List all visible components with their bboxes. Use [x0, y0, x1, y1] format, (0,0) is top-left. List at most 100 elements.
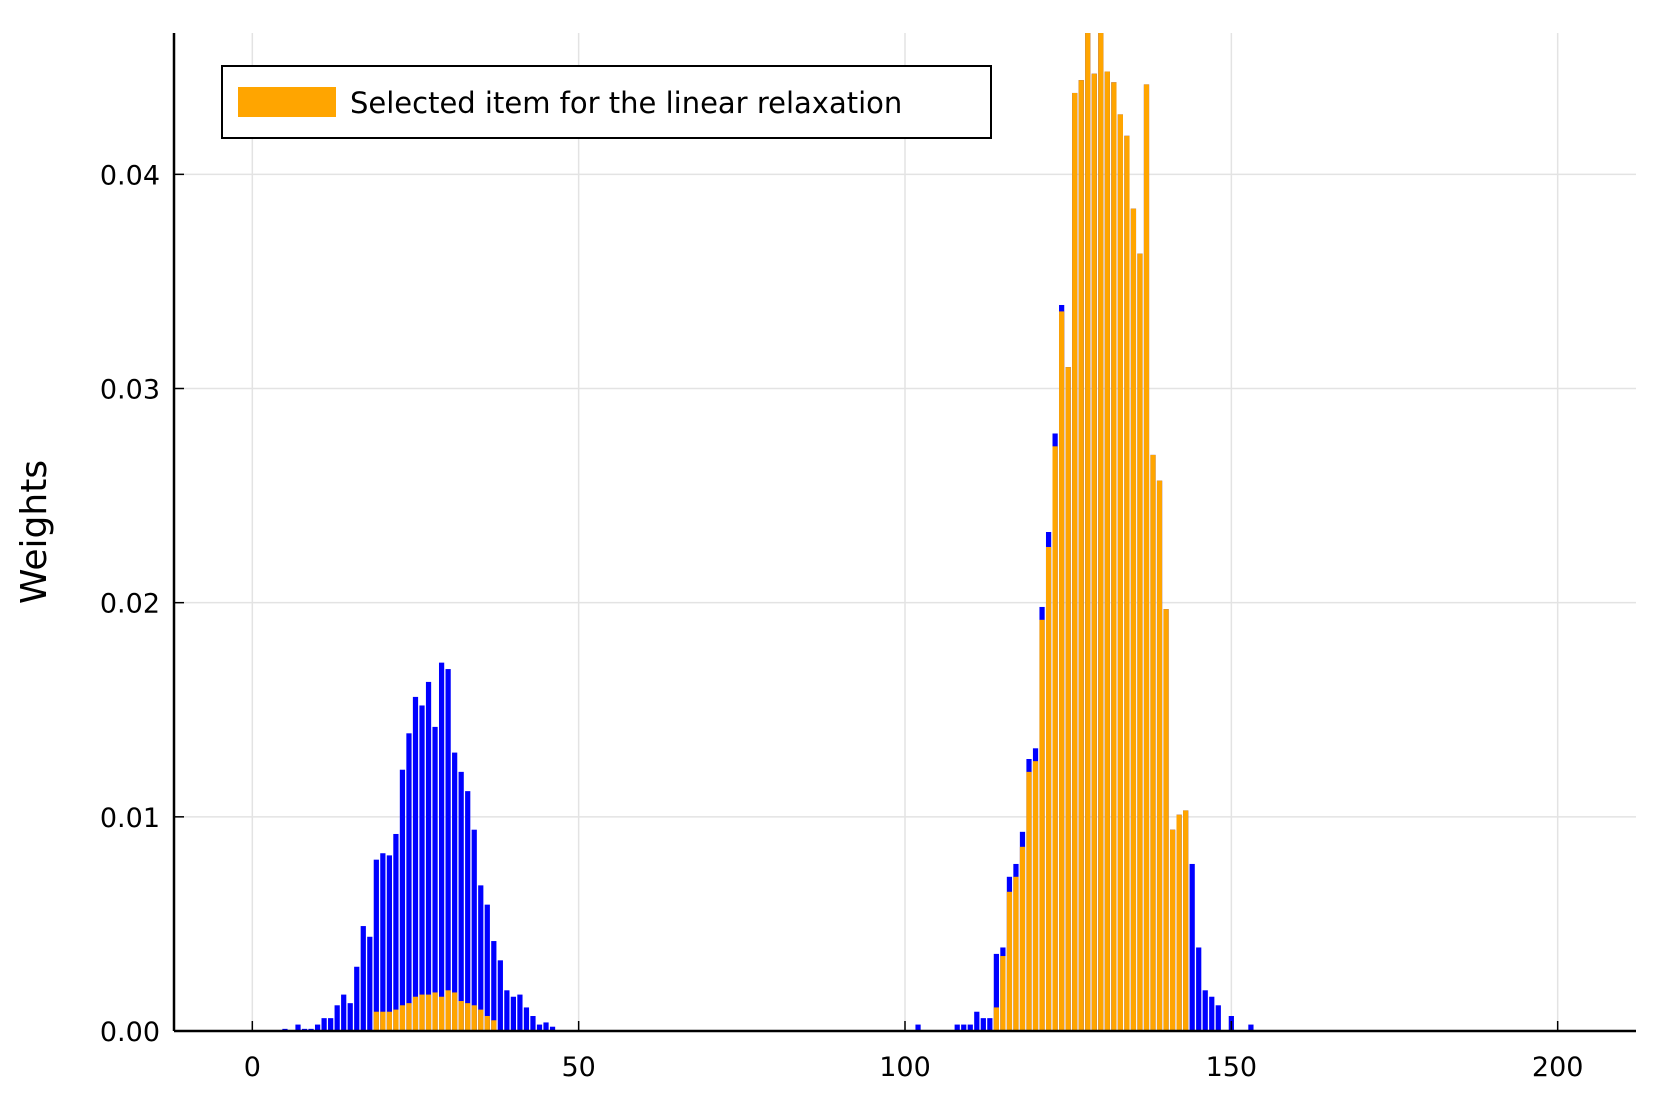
- bar-total: [393, 833, 399, 1031]
- bar-selected: [393, 1009, 399, 1031]
- bar-total: [536, 1024, 543, 1031]
- bar-total: [1248, 1024, 1254, 1031]
- bar-total: [432, 726, 438, 1031]
- x-tick-label: 100: [879, 1052, 931, 1083]
- bar-selected: [1019, 846, 1026, 1031]
- bar-selected: [406, 1003, 412, 1031]
- bar-selected: [1150, 454, 1156, 1032]
- bar-selected: [1143, 84, 1150, 1031]
- bar-selected: [1124, 135, 1130, 1031]
- bar-total: [406, 733, 412, 1031]
- bar-selected: [1059, 311, 1065, 1032]
- bar-selected: [419, 994, 425, 1031]
- bar-total: [530, 1016, 536, 1031]
- bar-total: [419, 705, 425, 1031]
- bar-total: [954, 1024, 960, 1031]
- bar-total: [478, 885, 484, 1031]
- bar-selected: [380, 1011, 386, 1031]
- bar-selected: [399, 1005, 406, 1031]
- bar-total: [1209, 996, 1215, 1031]
- bars-selected-series: [373, 33, 1189, 1032]
- bar-total: [510, 996, 517, 1031]
- bar-selected: [432, 992, 438, 1031]
- legend: Selected item for the linear relaxation: [221, 65, 992, 139]
- bar-selected: [1065, 367, 1071, 1031]
- bar-selected: [1052, 446, 1058, 1031]
- bar-total: [321, 1018, 327, 1031]
- bar-selected: [491, 1020, 497, 1031]
- bar-selected: [1000, 956, 1006, 1031]
- bar-total: [354, 966, 360, 1031]
- bar-total: [465, 791, 471, 1031]
- bar-selected: [1098, 33, 1104, 1031]
- bar-selected: [484, 1016, 490, 1031]
- bar-selected: [425, 994, 432, 1031]
- bar-total: [334, 1005, 340, 1031]
- bar-total: [314, 1024, 321, 1031]
- bar-total: [987, 1018, 993, 1031]
- bar-total: [295, 1024, 301, 1031]
- bar-total: [341, 994, 347, 1031]
- bar-total: [504, 990, 510, 1031]
- x-tick-label: 50: [561, 1052, 595, 1083]
- bar-selected: [478, 1009, 484, 1031]
- bar-total: [445, 669, 451, 1031]
- bar-total: [373, 859, 379, 1031]
- y-tick-label: 0.00: [100, 1017, 160, 1048]
- bar-total: [961, 1024, 967, 1031]
- bar-selected: [1169, 829, 1176, 1031]
- bar-total: [380, 853, 386, 1031]
- bar-selected: [1111, 82, 1117, 1031]
- bar-total: [1189, 863, 1195, 1031]
- bar-total: [967, 1024, 973, 1031]
- bar-total: [471, 829, 477, 1031]
- x-tick-label: 0: [244, 1052, 261, 1083]
- bar-total: [523, 1007, 530, 1031]
- bar-selected: [1117, 114, 1123, 1032]
- bar-selected: [1085, 33, 1091, 1031]
- legend-box: [221, 65, 992, 139]
- bar-selected: [1032, 761, 1039, 1031]
- bar-selected: [1176, 814, 1182, 1031]
- bar-selected: [1078, 80, 1084, 1031]
- bar-selected: [1006, 891, 1013, 1031]
- bar-total: [517, 994, 523, 1031]
- bar-selected: [471, 1005, 477, 1031]
- bar-selected: [1104, 71, 1110, 1031]
- bar-selected: [452, 992, 458, 1031]
- bar-selected: [1045, 546, 1052, 1031]
- x-tick-label: 150: [1206, 1052, 1258, 1083]
- bar-total: [549, 1026, 556, 1031]
- bar-total: [458, 771, 464, 1031]
- tick-labels: 0 50 100 150 200 0.00 0.01 0.02 0.03 0.04: [100, 160, 1584, 1083]
- y-tick-label: 0.02: [100, 589, 160, 620]
- bar-selected: [445, 990, 451, 1031]
- bar-selected: [993, 1007, 999, 1031]
- bar-total: [497, 960, 503, 1031]
- bar-total: [425, 681, 432, 1031]
- y-tick-label: 0.03: [100, 375, 160, 406]
- y-tick-label: 0.01: [100, 803, 160, 834]
- bar-total: [974, 1011, 980, 1031]
- bar-selected: [373, 1011, 379, 1031]
- bar-selected: [1183, 810, 1189, 1031]
- bar-total: [1196, 947, 1202, 1031]
- bar-selected: [1072, 92, 1078, 1031]
- bar-total: [386, 855, 392, 1031]
- bar-total: [367, 936, 373, 1031]
- bar-total: [412, 696, 419, 1031]
- y-tick-label: 0.04: [100, 160, 160, 191]
- x-tick-label: 200: [1532, 1052, 1584, 1083]
- bar-total: [399, 769, 406, 1031]
- bar-selected: [438, 996, 445, 1031]
- bar-total: [1215, 1005, 1221, 1031]
- bar-total: [360, 926, 366, 1031]
- bar-total: [328, 1018, 334, 1031]
- bar-total: [484, 904, 490, 1031]
- y-axis-label: Weights: [14, 460, 55, 604]
- bar-selected: [386, 1011, 392, 1031]
- bar-selected: [458, 1001, 464, 1031]
- bar-selected: [1013, 876, 1019, 1031]
